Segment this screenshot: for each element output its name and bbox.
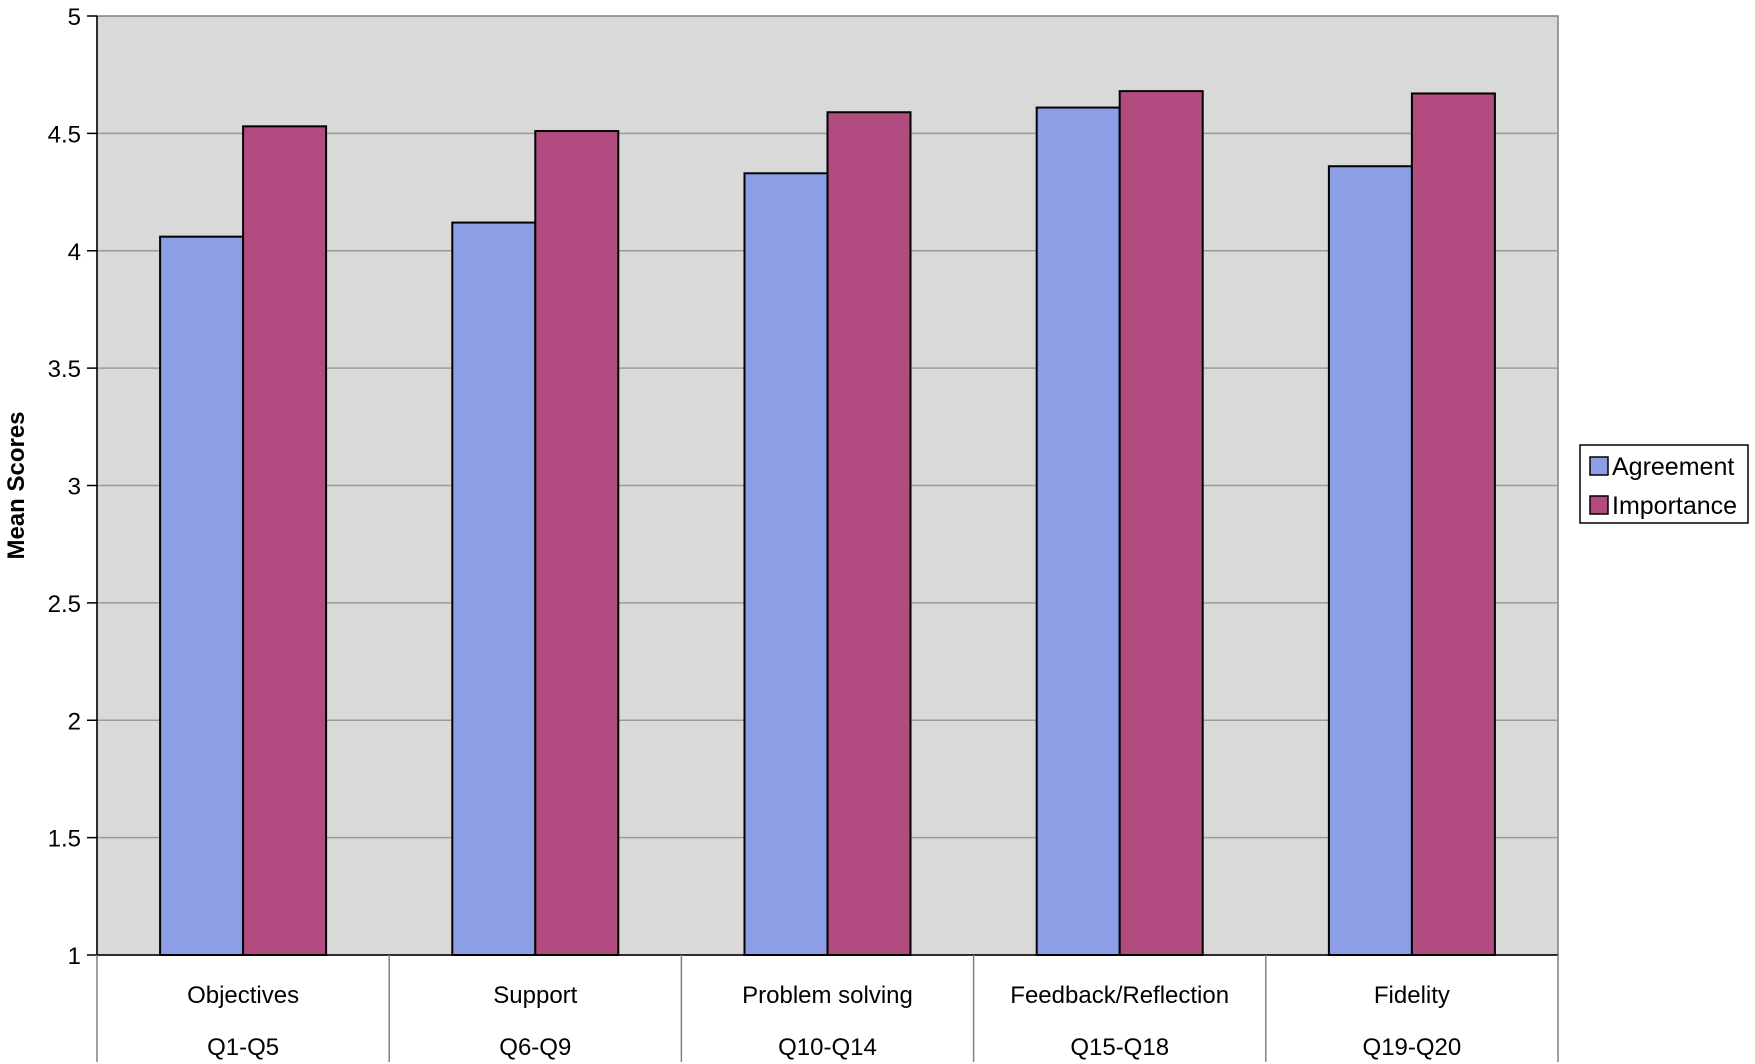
bar-agreement: [743, 172, 829, 957]
y-tick-label: 3: [68, 474, 81, 501]
x-category-name: Objectives: [187, 982, 299, 1009]
x-category-name: Problem solving: [742, 982, 913, 1009]
legend-swatch-agreement: [1589, 456, 1609, 476]
bar-agreement: [1327, 165, 1413, 957]
axes: [87, 15, 1559, 1062]
x-category-labels: Objectives Q1-Q5 Support Q6-Q9 Problem solvi…: [187, 982, 1461, 1061]
x-category-range: Q10-Q14: [778, 1034, 877, 1061]
bar-importance: [826, 111, 912, 956]
x-category-range: Q15-Q18: [1070, 1034, 1169, 1061]
bar-agreement: [159, 235, 245, 957]
bar-importance: [1410, 92, 1496, 956]
x-category-name: Support: [493, 982, 577, 1009]
legend-label-agreement: Agreement: [1612, 453, 1734, 481]
bars: [159, 90, 1496, 957]
x-category-range: Q19-Q20: [1363, 1034, 1462, 1061]
bar-importance: [1118, 90, 1204, 957]
bar-importance: [534, 130, 620, 956]
y-axis-label: Mean Scores: [3, 411, 30, 559]
legend-swatch-importance: [1589, 495, 1609, 515]
y-tick-label: 4.5: [48, 121, 81, 148]
y-tick-labels: 1 1.5 2 2.5 3 3.5 4 4.5 5: [48, 4, 81, 970]
y-tick-label: 2.5: [48, 591, 81, 618]
x-category-name: Feedback/Reflection: [1010, 982, 1229, 1009]
y-tick-label: 2: [68, 708, 81, 735]
bar-agreement: [451, 221, 537, 956]
bar-importance: [242, 125, 328, 956]
bar-agreement: [1035, 106, 1121, 957]
y-tick-label: 1: [68, 943, 81, 970]
y-tick-label: 4: [68, 239, 81, 266]
y-tick-label: 5: [68, 4, 81, 31]
y-tick-label: 3.5: [48, 356, 81, 383]
legend-label-importance: Importance: [1612, 492, 1737, 520]
legend: Agreement Importance: [1579, 444, 1749, 524]
x-category-range: Q6-Q9: [499, 1034, 571, 1061]
x-category-range: Q1-Q5: [207, 1034, 279, 1061]
y-tick-label: 1.5: [48, 826, 81, 853]
x-category-name: Fidelity: [1374, 982, 1450, 1009]
